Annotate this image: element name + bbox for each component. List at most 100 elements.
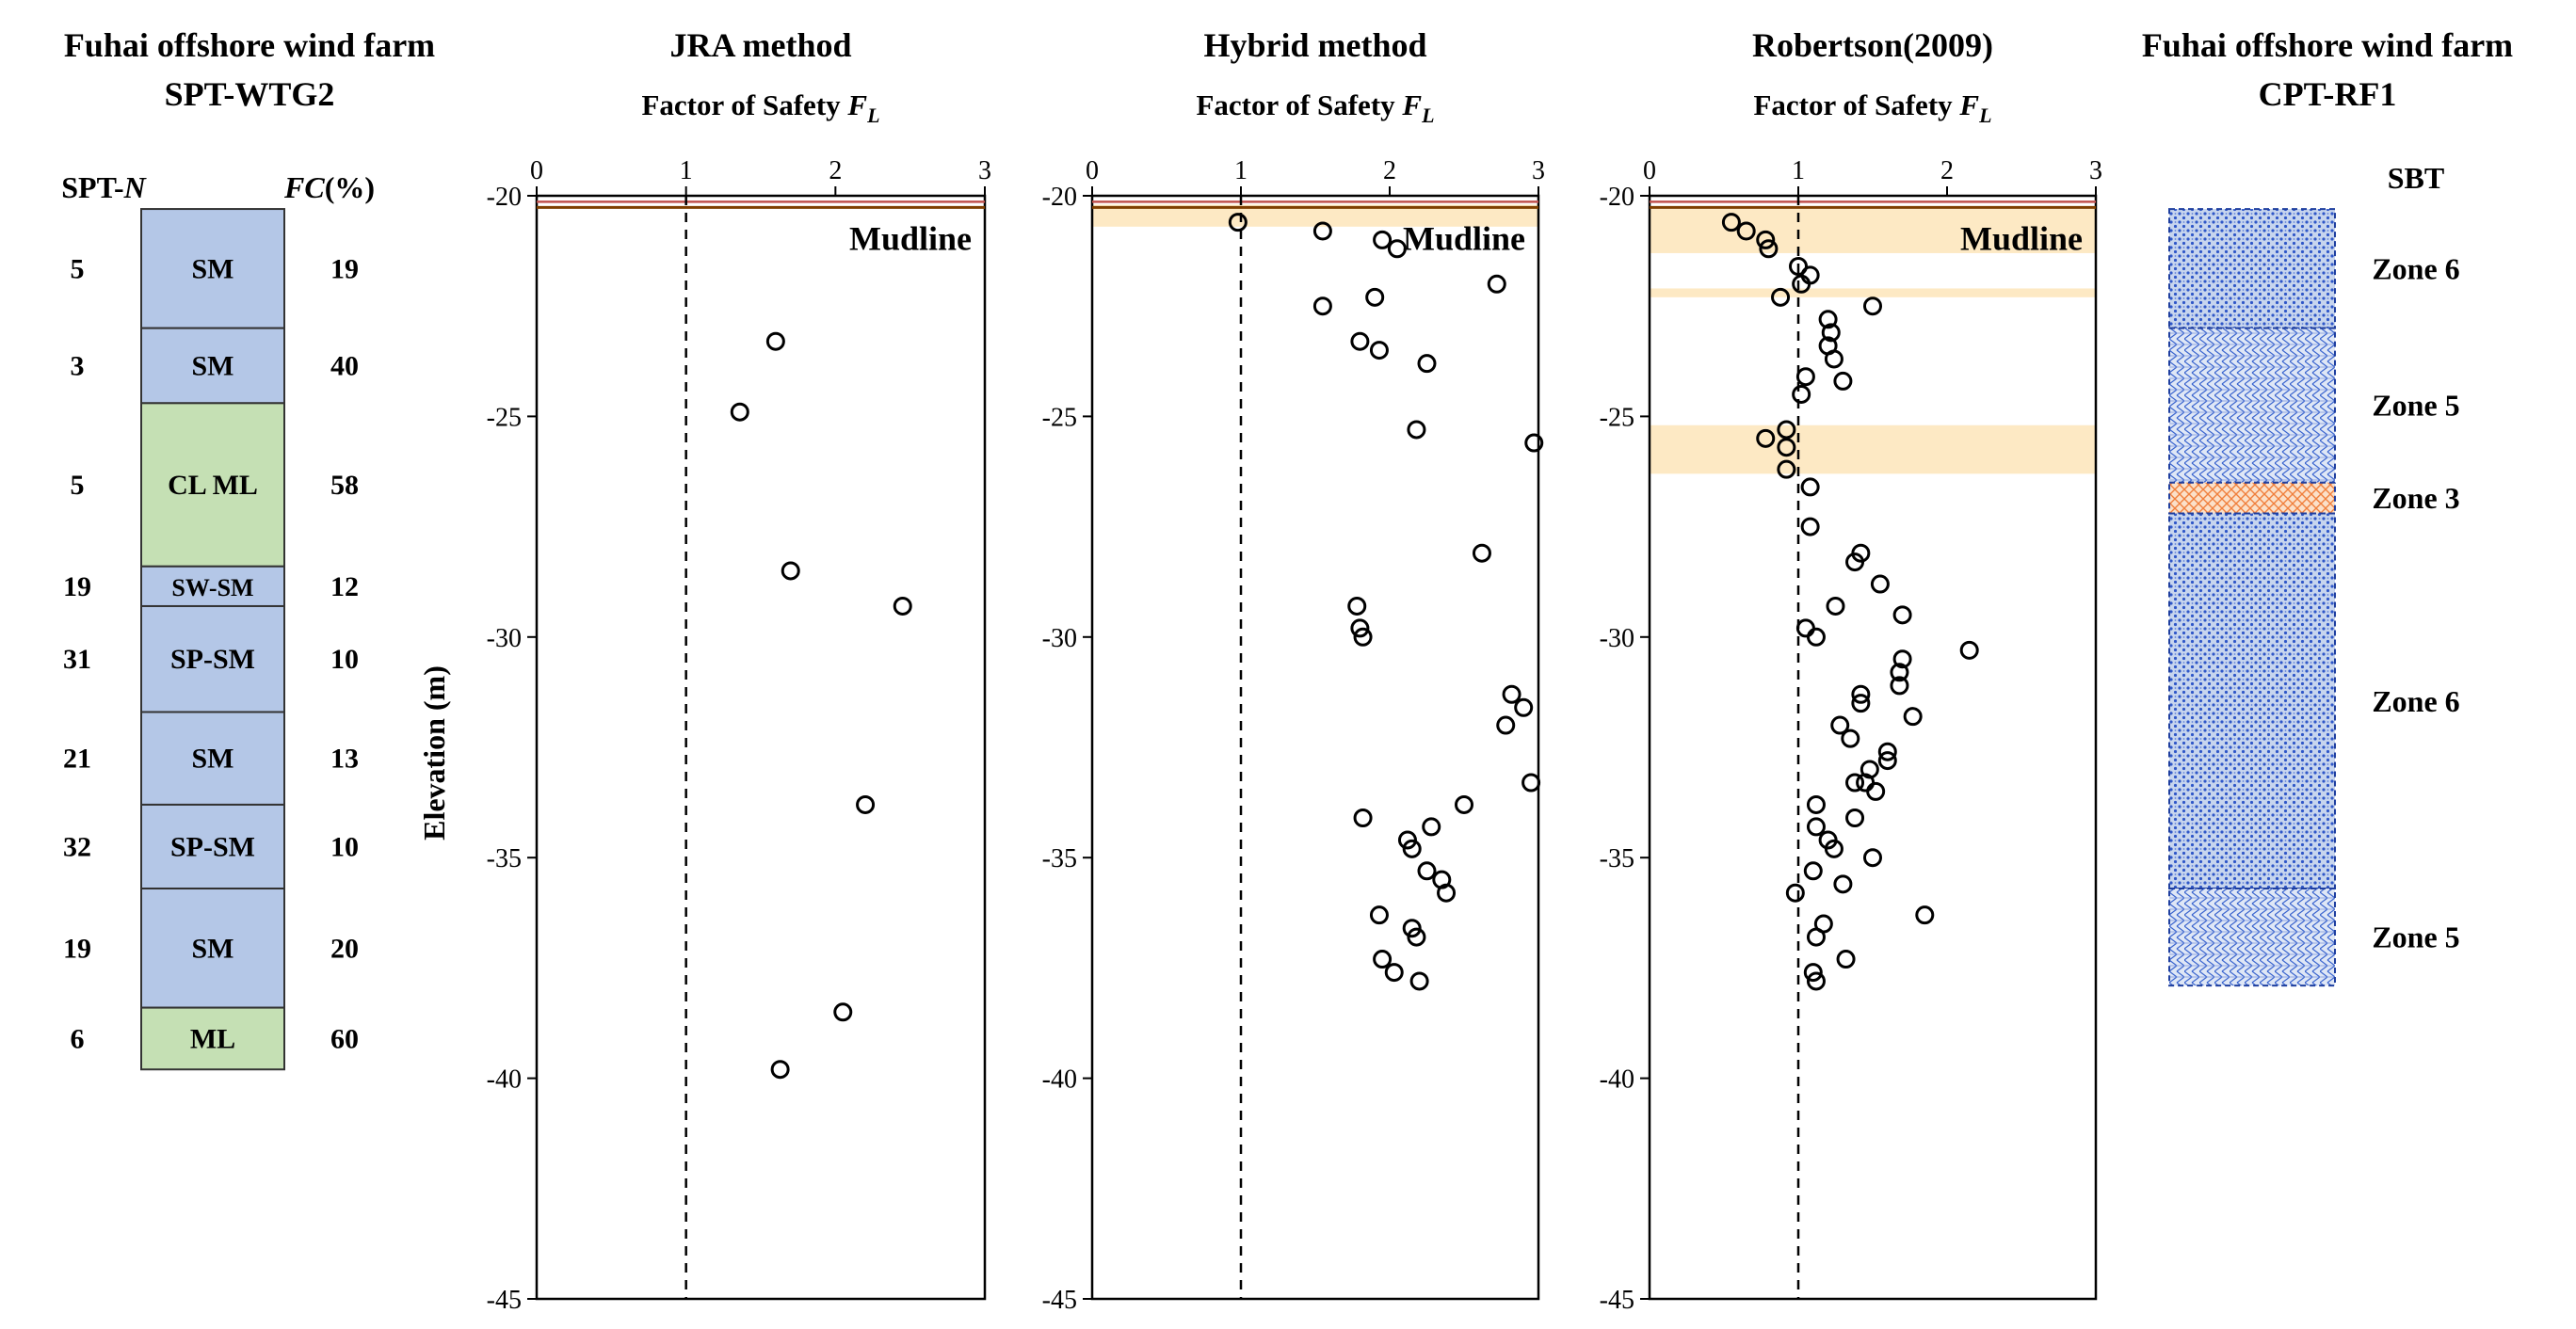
data-point	[1833, 371, 1853, 391]
panel-robertson: Robertson(2009) Factor of Safety FL 0 1 2 3 -2…	[1600, 26, 2102, 1315]
data-point	[1353, 809, 1373, 828]
data-point	[1792, 384, 1811, 404]
data-point	[1407, 420, 1426, 440]
data-point	[1373, 950, 1393, 969]
data-point	[1851, 684, 1871, 704]
data-point	[1806, 971, 1826, 991]
data-point	[1373, 230, 1393, 249]
highlight-band	[1650, 424, 2096, 474]
strata-label: SP-SM	[170, 831, 255, 862]
x-tick-label: 1	[1792, 156, 1805, 185]
x-tick-label: 2	[1383, 156, 1396, 185]
strata-label: SW-SM	[171, 574, 253, 601]
sbt-zone-label: Zone 5	[2372, 921, 2459, 954]
data-point	[765, 331, 785, 351]
panel-title: JRA method	[669, 26, 851, 64]
data-point	[1777, 459, 1796, 479]
data-point	[1851, 694, 1871, 713]
data-point	[1417, 861, 1437, 881]
data-point	[1514, 697, 1534, 717]
data-point	[1369, 341, 1389, 360]
data-point	[1312, 221, 1332, 241]
y-tick-label: -35	[1600, 844, 1634, 873]
data-point	[856, 794, 876, 814]
spt-n-value: 19	[63, 571, 91, 602]
data-point	[1830, 715, 1850, 735]
fc-value: 19	[330, 253, 359, 284]
strata-label: SM	[192, 350, 234, 381]
x-axis-label: Factor of Safety FL	[1196, 88, 1434, 127]
plot-frame	[535, 194, 987, 1301]
panel-jra: JRA method Factor of Safety FL 0 1 2 3 -20 -25 -…	[487, 26, 991, 1315]
data-point	[1845, 809, 1865, 828]
data-point	[1350, 331, 1370, 351]
fc-value: 58	[330, 470, 359, 501]
strata-layer	[140, 327, 285, 405]
x-axis-label: Factor of Safety FL	[641, 88, 879, 127]
strata-label: CL ML	[168, 470, 258, 501]
data-point	[1736, 221, 1756, 241]
x-tick-label: 3	[1532, 156, 1545, 185]
data-point	[1402, 839, 1422, 858]
data-point	[1353, 627, 1373, 647]
fc-value: 20	[330, 933, 359, 964]
highlight-band	[1092, 204, 1538, 227]
data-point	[1818, 310, 1838, 329]
y-tick-label: -35	[1042, 844, 1077, 873]
data-point	[1402, 919, 1422, 938]
y-tick-label: -45	[1600, 1286, 1634, 1315]
data-point	[1903, 707, 1923, 727]
x-tick-label: 0	[530, 156, 543, 185]
data-point	[1496, 715, 1516, 735]
mudline-label: Mudline	[1403, 219, 1525, 257]
data-point	[1877, 742, 1897, 761]
data-point	[1524, 433, 1544, 453]
strata-label: SP-SM	[170, 644, 255, 675]
strata-layer	[140, 565, 285, 607]
x-tick-label: 3	[978, 156, 991, 185]
y-tick-label: -20	[487, 183, 522, 212]
data-point	[1800, 265, 1820, 285]
sbt-zone-label: Zone 3	[2372, 481, 2459, 515]
x-tick-label: 0	[1086, 156, 1099, 185]
spt-n-value: 6	[71, 1023, 85, 1054]
spt-n-value: 19	[63, 933, 91, 964]
sbt-zone	[2168, 327, 2336, 484]
data-point	[1877, 751, 1897, 771]
data-point	[1228, 213, 1248, 232]
strata-label: ML	[190, 1023, 235, 1054]
data-point	[1369, 905, 1389, 925]
sbt-zone-label: Zone 6	[2372, 251, 2459, 285]
data-point	[1836, 950, 1856, 969]
y-axis-label: Elevation (m)	[417, 665, 451, 841]
data-point	[1350, 618, 1370, 638]
spt-n-value: 21	[63, 744, 91, 775]
data-point	[1384, 963, 1404, 983]
data-point	[1806, 927, 1826, 947]
x-tick-label: 2	[829, 156, 842, 185]
data-point	[1890, 676, 1909, 696]
spt-n-value: 5	[71, 470, 85, 501]
x-tick-label: 3	[2089, 156, 2102, 185]
data-point	[1800, 517, 1820, 536]
data-point	[1387, 239, 1407, 259]
x-tick-label: 0	[1643, 156, 1656, 185]
x-axis-label: Factor of Safety FL	[1753, 88, 1991, 127]
y-tick-label: -35	[487, 844, 522, 873]
data-point	[1890, 663, 1909, 682]
mudline-label: Mudline	[1960, 219, 2083, 257]
data-point	[1789, 257, 1808, 277]
strata-layer	[140, 888, 285, 1009]
fc-header: FC(%)	[283, 170, 375, 204]
fc-value: 12	[330, 571, 359, 602]
y-tick-label: -20	[1042, 183, 1077, 212]
data-point	[1803, 963, 1823, 983]
data-point	[1756, 428, 1776, 448]
cpt-column: Fuhai offshore wind farm CPT-RF1 SBT Zon…	[2142, 26, 2513, 987]
sbt-zone	[2168, 512, 2336, 890]
data-point	[1502, 684, 1521, 704]
y-tick-label: -25	[1042, 403, 1077, 432]
panel-hybrid: Hybrid method Factor of Safety FL 0 1 2 3 -20 -…	[1042, 26, 1545, 1315]
mudline-label: Mudline	[849, 219, 972, 257]
data-point	[1856, 773, 1876, 793]
